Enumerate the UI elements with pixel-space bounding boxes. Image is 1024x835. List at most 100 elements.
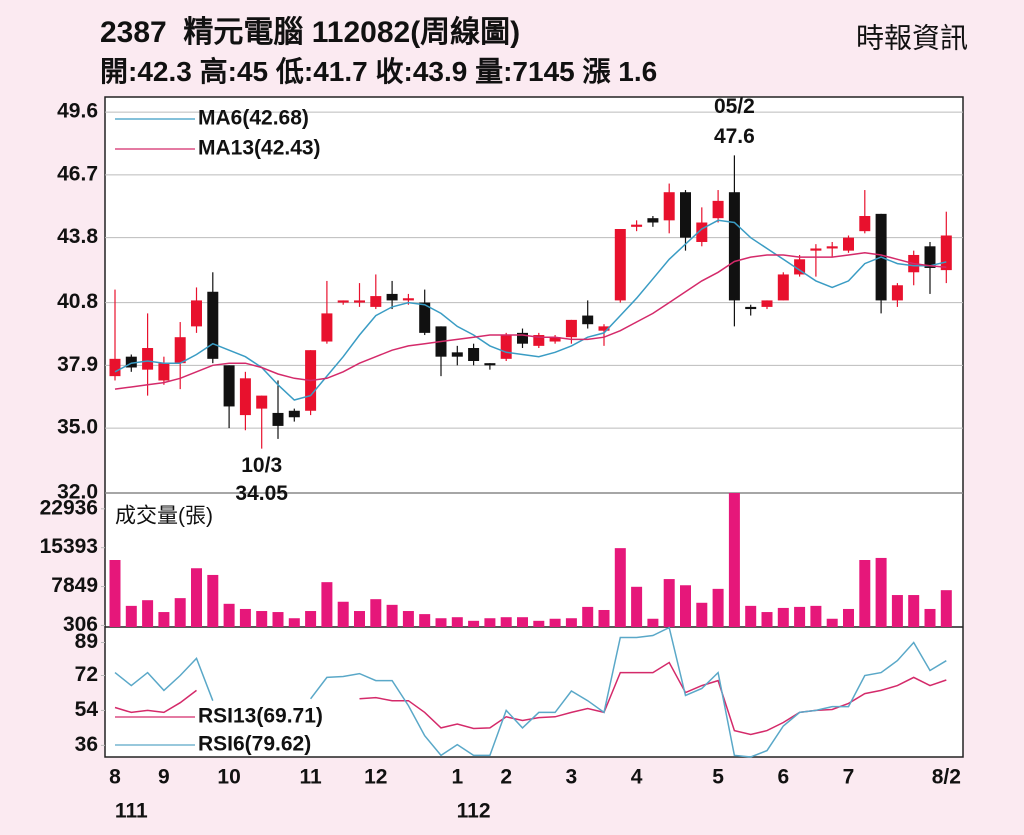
candle-body xyxy=(337,300,349,303)
volume-bar xyxy=(924,608,936,627)
stat-value: 1.6 xyxy=(618,56,657,87)
candle-body xyxy=(517,332,528,344)
legend-label: MA13(42.43) xyxy=(198,137,321,160)
volume-bar xyxy=(402,611,414,627)
candle-body xyxy=(500,335,512,359)
volume-bar xyxy=(549,618,561,627)
candle-body xyxy=(354,300,365,303)
y-tick-label: 37.9 xyxy=(57,353,98,376)
x-tick-label: 3 xyxy=(566,766,578,789)
candle-body xyxy=(810,248,822,251)
volume-bar xyxy=(680,585,691,627)
stat-value: 7145 xyxy=(512,56,574,87)
volume-bar xyxy=(419,614,431,627)
y-tick-label: 54 xyxy=(75,698,99,721)
x-tick-label: 9 xyxy=(158,766,170,789)
x-year-label: 112 xyxy=(457,800,491,823)
candle-body xyxy=(549,337,561,342)
candle-body xyxy=(663,192,675,221)
x-year-label: 111 xyxy=(115,800,148,823)
stat-gap xyxy=(268,56,276,87)
y-tick-label: 72 xyxy=(75,663,98,686)
x-tick-label: 11 xyxy=(299,766,322,789)
candle-body xyxy=(288,410,300,418)
annotation-value: 47.6 xyxy=(714,125,755,148)
candle-body xyxy=(191,300,202,327)
y-tick-label: 15393 xyxy=(40,535,98,558)
x-tick-label: 2 xyxy=(500,766,512,789)
x-tick-label: 5 xyxy=(712,766,724,789)
volume-bar xyxy=(631,586,643,627)
stat-label: 高: xyxy=(200,56,237,87)
volume-bar xyxy=(533,620,545,627)
volume-bar xyxy=(761,612,773,627)
volume-bar xyxy=(859,560,871,627)
panel-title: 成交量(張) xyxy=(115,505,213,528)
volume-bar xyxy=(647,618,659,627)
stat-gap xyxy=(575,56,583,87)
volume-bar xyxy=(810,605,822,627)
volume-bar xyxy=(125,605,137,627)
volume-bar xyxy=(451,617,463,627)
candle-body xyxy=(598,326,610,331)
volume-bar xyxy=(386,604,398,627)
volume-bar xyxy=(517,617,528,627)
volume-bar xyxy=(582,606,594,627)
volume-bar xyxy=(843,608,854,627)
volume-bar xyxy=(663,579,675,627)
candle-body xyxy=(386,293,398,301)
x-tick-label: 8 xyxy=(109,766,121,789)
candle-body xyxy=(777,274,789,301)
legend-label: RSI6(79.62) xyxy=(198,733,311,756)
volume-bar xyxy=(745,605,757,627)
x-tick-label: 10 xyxy=(217,766,240,789)
candle-body xyxy=(647,218,659,223)
stats-line: 開:42.3 高:45 低:41.7 收:43.9 量:7145 漲 1.6 xyxy=(100,56,657,87)
volume-bar xyxy=(109,560,121,627)
candle-body xyxy=(142,348,154,370)
x-tick-label: 4 xyxy=(631,766,643,789)
plot-frame xyxy=(104,96,964,758)
volume-bar xyxy=(288,618,300,627)
volume-bar xyxy=(321,582,333,627)
volume-bar xyxy=(223,603,235,627)
stat-gap xyxy=(192,56,200,87)
volume-bar xyxy=(239,608,251,627)
candle-body xyxy=(370,296,382,307)
stat-label: 開: xyxy=(100,56,137,87)
series-line xyxy=(114,661,947,736)
candle-body xyxy=(843,237,854,251)
candle-body xyxy=(484,363,496,366)
volume-bar xyxy=(484,618,496,627)
candle-body xyxy=(614,229,626,301)
candle-body xyxy=(940,235,952,271)
volume-bar xyxy=(191,568,202,627)
candle-body xyxy=(680,192,691,238)
volume-bar xyxy=(354,611,365,627)
volume-bar xyxy=(256,611,268,627)
annotation-label: 10/3 xyxy=(241,454,282,477)
candle-body xyxy=(696,222,708,242)
y-tick-label: 43.8 xyxy=(57,225,98,248)
candle-body xyxy=(174,337,186,364)
candle-body xyxy=(158,363,170,381)
stat-label: 低: xyxy=(275,56,313,87)
series-line xyxy=(114,219,947,401)
candle-body xyxy=(419,302,431,333)
volume-bar xyxy=(696,602,708,627)
candle-body xyxy=(582,315,594,325)
annotation-value: 34.05 xyxy=(235,482,288,505)
annotation-label: 05/2 xyxy=(714,95,755,118)
y-tick-label: 36 xyxy=(75,733,98,756)
candle-body xyxy=(223,365,235,407)
candle-body xyxy=(924,246,936,268)
volume-bar xyxy=(337,601,349,627)
candle-body xyxy=(891,285,903,301)
volume-bar xyxy=(142,600,154,627)
candle-body xyxy=(712,200,724,219)
stat-gap xyxy=(368,56,376,87)
stat-value: 41.7 xyxy=(313,56,368,87)
candle-body xyxy=(109,358,121,377)
stat-value: 43.9 xyxy=(413,56,468,87)
x-tick-label: 6 xyxy=(777,766,789,789)
